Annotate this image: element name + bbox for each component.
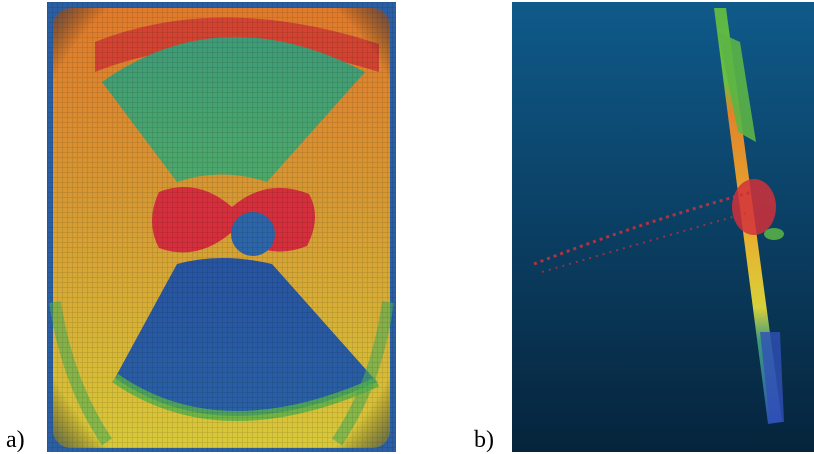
point-cloud-side-view bbox=[512, 2, 814, 452]
side-view-image bbox=[512, 2, 814, 452]
point-cloud-front-view bbox=[47, 2, 396, 452]
panel-b-label: b) bbox=[474, 427, 494, 453]
depth-heatmap-image bbox=[47, 2, 396, 452]
red-cluster bbox=[732, 179, 776, 235]
panel-a-label: a) bbox=[6, 427, 25, 453]
scatter-streak bbox=[533, 190, 753, 266]
